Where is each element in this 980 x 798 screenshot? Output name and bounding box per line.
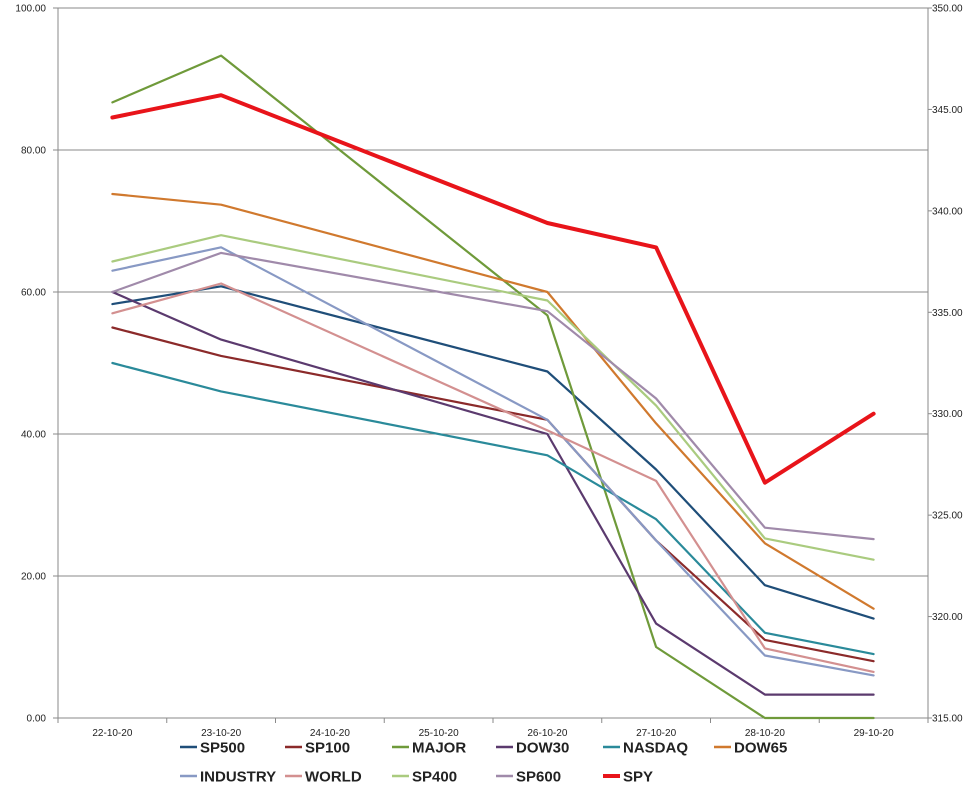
y2-tick-label: 325.00 xyxy=(932,511,963,522)
legend-label: SPY xyxy=(623,769,653,786)
series-line-nasdaq xyxy=(111,361,875,656)
x-tick-label: 28-10-20 xyxy=(745,728,785,739)
series-line-sp600 xyxy=(111,251,875,541)
y-axis-ticks: 0.00 20.00 40.00 60.00 80.00 100.00 xyxy=(15,4,58,725)
y-tick-label: 80.00 xyxy=(21,146,46,157)
y2-tick-label: 315.00 xyxy=(932,714,963,725)
legend-label: INDUSTRY xyxy=(200,769,276,786)
y2-tick-label: 350.00 xyxy=(932,4,963,15)
series-lines xyxy=(110,54,876,720)
y-tick-label: 60.00 xyxy=(21,288,46,299)
x-tick-label: 29-10-20 xyxy=(854,728,894,739)
x-tick-label: 24-10-20 xyxy=(310,728,350,739)
legend-label: MAJOR xyxy=(412,740,466,757)
series-line-sp400 xyxy=(111,234,875,561)
legend-label: DOW30 xyxy=(516,740,569,757)
y2-axis-ticks: 315.00 320.00 325.00 330.00 335.00 340.00 345.… xyxy=(928,4,963,725)
legend-label: SP500 xyxy=(200,740,245,757)
x-tick-label: 22-10-20 xyxy=(92,728,132,739)
legend-label: DOW65 xyxy=(734,740,787,757)
x-tick-label: 26-10-20 xyxy=(527,728,567,739)
x-tick-label: 23-10-20 xyxy=(201,728,241,739)
y-tick-label: 20.00 xyxy=(21,572,46,583)
legend-label: SP400 xyxy=(412,769,457,786)
y2-tick-label: 345.00 xyxy=(932,105,963,116)
series-line-world xyxy=(111,282,875,674)
legend-label: WORLD xyxy=(305,769,362,786)
y-tick-label: 40.00 xyxy=(21,430,46,441)
legend: SP500 SP100 MAJOR DOW30 NASDAQ DOW65 INDUSTRY W… xyxy=(180,740,787,786)
y2-tick-label: 335.00 xyxy=(932,308,963,319)
series-line-spy xyxy=(110,93,876,485)
x-tick-label: 25-10-20 xyxy=(419,728,459,739)
legend-label: SP100 xyxy=(305,740,350,757)
gridlines xyxy=(58,7,928,577)
y2-tick-label: 320.00 xyxy=(932,612,963,623)
series-line-dow65 xyxy=(111,192,875,610)
legend-label: NASDAQ xyxy=(623,740,688,757)
legend-label: SP600 xyxy=(516,769,561,786)
y-tick-label: 100.00 xyxy=(15,4,46,15)
series-line-industry xyxy=(111,246,875,677)
series-line-dow30 xyxy=(111,290,875,696)
x-tick-label: 27-10-20 xyxy=(636,728,676,739)
y2-tick-label: 330.00 xyxy=(932,409,963,420)
y2-tick-label: 340.00 xyxy=(932,206,963,217)
x-axis-ticks: 22-10-20 23-10-20 24-10-20 25-10-20 26-10-20… xyxy=(57,718,929,739)
y-tick-label: 0.00 xyxy=(27,714,47,725)
